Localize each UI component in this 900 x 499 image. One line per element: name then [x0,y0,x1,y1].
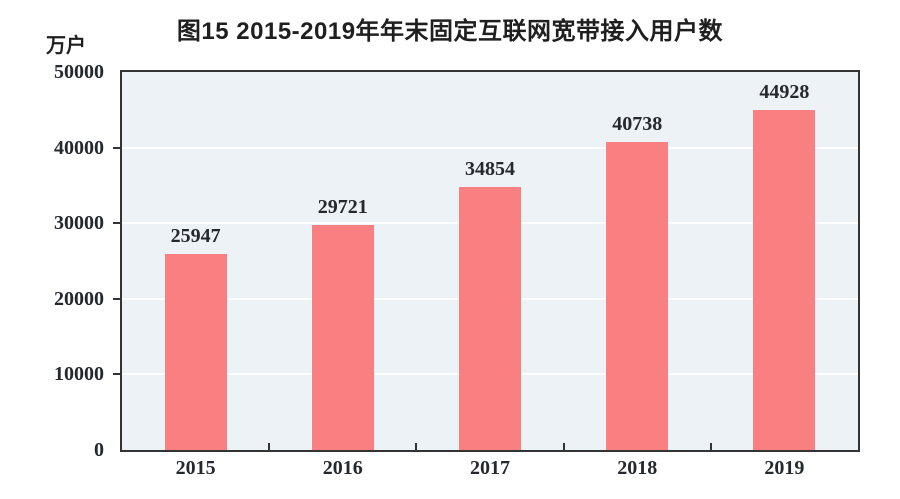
x-axis-tick-labels: 2015 2016 2017 2018 2019 [122,457,858,483]
bar-2017 [459,186,521,450]
y-axis-tick [113,297,120,300]
gridline [122,146,858,149]
x-tick-label: 2016 [322,457,363,479]
x-tick-label: 2019 [764,457,805,479]
bar-2015 [164,253,227,450]
y-axis-unit-label: 万户 [46,35,86,57]
bar-value-label: 34854 [465,157,515,180]
bar-2016 [311,225,374,450]
y-axis-tick [113,222,120,225]
y-tick-label: 40000 [54,136,104,159]
plot-area: 25947 29721 34854 40738 44928 [113,70,860,452]
x-tick-label: 2017 [470,457,510,479]
bar-value-label: 44928 [759,81,810,104]
y-tick-label: 30000 [54,212,104,235]
x-tick-label: 2015 [175,457,216,479]
bar-value-label: 25947 [170,224,221,247]
chart-title: 图15 2015-2019年年末固定互联网宽带接入用户数 [176,18,724,45]
bar-value-label: 29721 [317,196,368,219]
y-axis-tick-labels: 0 10000 20000 30000 40000 50000 [0,61,104,461]
y-tick-label: 20000 [54,287,104,310]
x-axis-tick [562,443,565,450]
x-axis-tick [268,443,271,450]
y-tick-label: 0 [94,439,104,461]
x-axis-tick [709,443,712,450]
y-tick-label: 10000 [54,363,104,386]
bar-value-label: 40738 [612,113,663,136]
y-axis-tick [113,373,120,376]
x-axis-tick [415,443,418,450]
bar-2019 [753,110,816,450]
y-axis-tick [113,146,120,149]
x-tick-label: 2018 [617,457,658,479]
y-tick-label: 50000 [54,61,104,83]
bar-2018 [606,142,669,450]
